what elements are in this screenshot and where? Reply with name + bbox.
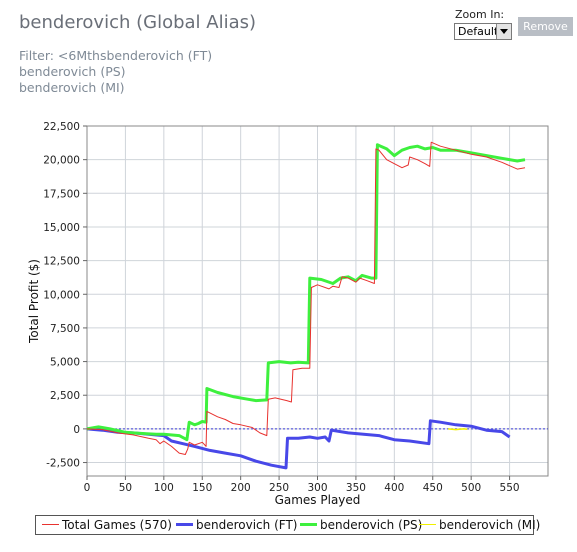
series-line-mi <box>448 428 468 431</box>
y-tick-label: 7,500 <box>50 323 80 335</box>
y-tick-label: 15,000 <box>43 222 80 234</box>
series-line-total <box>86 141 526 455</box>
filter-line-mi: benderovich (MI) <box>19 80 125 95</box>
remove-button[interactable]: Remove <box>518 17 573 36</box>
x-tick-label: 300 <box>307 482 327 494</box>
y-tick-label: 12,500 <box>43 256 80 268</box>
y-tick-label: 0 <box>73 424 80 436</box>
series-lines <box>86 141 526 470</box>
y-axis-title: Total Profit ($) <box>27 259 41 344</box>
x-tick-label: 150 <box>192 482 212 494</box>
filter-line-ps: benderovich (PS) <box>19 64 126 79</box>
series-line-ps <box>86 143 526 442</box>
page-title: benderovich (Global Alias) <box>19 12 257 33</box>
x-tick-label: 500 <box>461 482 481 494</box>
axis-ticks: 0 50 100 150 200 250 300 350 400 450 500 550 22,500 2… <box>43 121 519 494</box>
x-tick-label: 450 <box>423 482 443 494</box>
y-tick-label: 2,500 <box>50 390 80 402</box>
x-tick-label: 400 <box>384 482 404 494</box>
legend-swatch-total <box>42 524 59 525</box>
x-tick-label: 50 <box>119 482 132 494</box>
zoom-select[interactable]: Default <box>454 23 512 40</box>
chevron-down-icon[interactable] <box>496 24 511 39</box>
legend-label-ps: benderovich (PS) <box>320 518 423 532</box>
legend-swatch-ft <box>176 523 193 526</box>
legend-label-mi: benderovich (MI) <box>439 518 541 532</box>
y-tick-label: 5,000 <box>50 357 80 369</box>
y-tick-label: 22,500 <box>43 121 80 133</box>
zoom-select-value: Default <box>458 25 499 38</box>
x-tick-label: 100 <box>154 482 174 494</box>
y-tick-label: 17,500 <box>43 188 80 200</box>
x-tick-label: 200 <box>231 482 251 494</box>
legend-swatch-mi <box>419 524 436 525</box>
x-axis-title: Games Played <box>275 493 361 507</box>
x-tick-label: 250 <box>269 482 289 494</box>
grid <box>86 125 548 476</box>
series-line-ft <box>86 419 511 470</box>
zoom-label: Zoom In: <box>455 8 505 21</box>
x-tick-label: 350 <box>346 482 366 494</box>
y-tick-label: 20,000 <box>43 155 80 167</box>
filter-line-ft: Filter: <6Mthsbenderovich (FT) <box>19 48 213 63</box>
x-tick-label: 550 <box>500 482 520 494</box>
y-tick-label: -2,500 <box>46 458 80 470</box>
legend-swatch-ps <box>300 523 317 526</box>
y-tick-label: 10,000 <box>43 289 80 301</box>
legend-label-total: Total Games (570) <box>62 518 172 532</box>
legend-label-ft: benderovich (FT) <box>196 518 298 532</box>
x-tick-label: 0 <box>84 482 91 494</box>
chart-legend: Total Games (570) benderovich (FT) bende… <box>35 515 540 535</box>
